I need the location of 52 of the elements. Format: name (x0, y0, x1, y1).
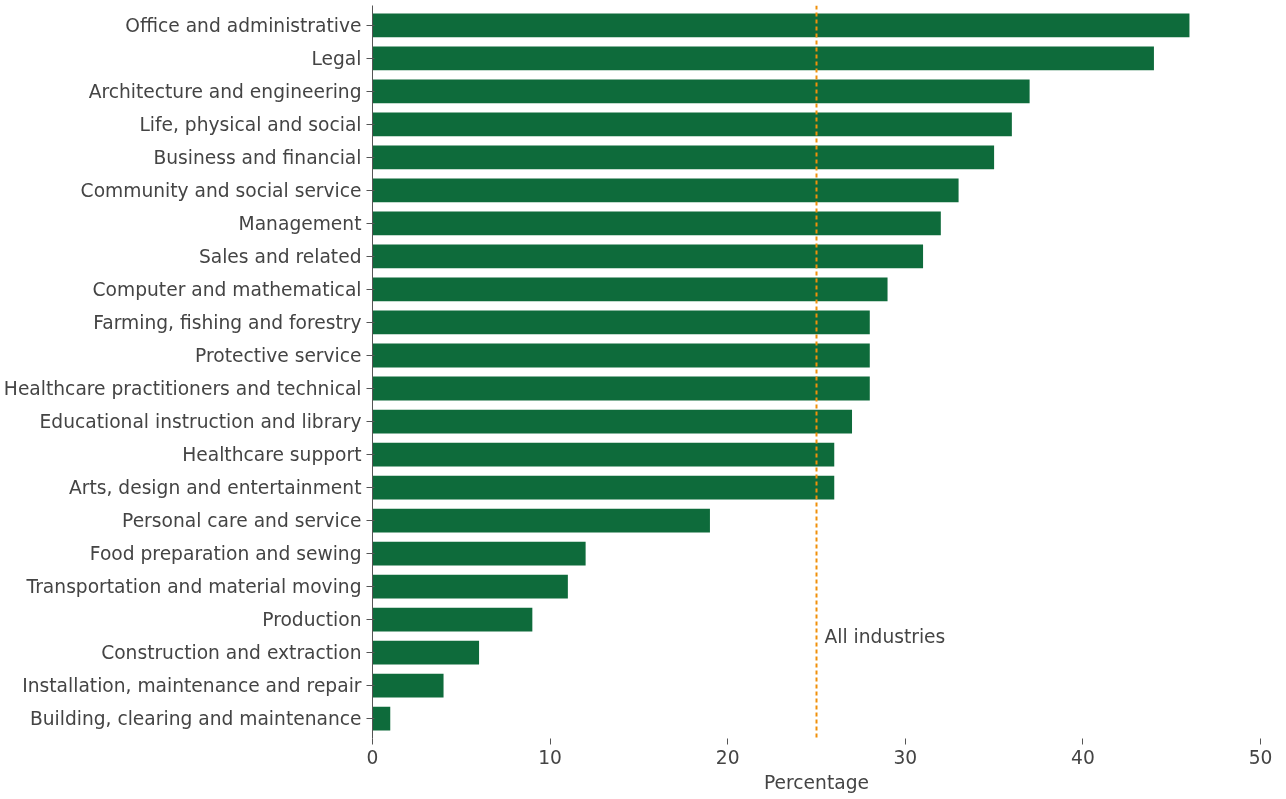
y-tick-label: Personal care and service (122, 510, 362, 532)
y-tick-label: Healthcare practitioners and technical (3, 378, 362, 400)
bar (372, 211, 941, 236)
y-tick-label: Legal (311, 47, 362, 69)
bar (372, 79, 1030, 104)
bar (372, 376, 870, 401)
y-tick-label: Building, clearing and maintenance (29, 708, 362, 730)
y-tick-label: Production (262, 609, 362, 631)
y-tick-label: Construction and extraction (101, 642, 362, 664)
bar (372, 310, 870, 335)
bar (372, 46, 1154, 71)
bar (372, 442, 835, 467)
y-tick-label: Healthcare support (182, 444, 362, 466)
y-tick-label: Farming, fishing and forestry (93, 311, 362, 333)
y-tick-label: Installation, maintenance and repair (22, 675, 362, 697)
x-axis-title: Percentage (764, 771, 869, 793)
x-tick-label: 20 (715, 746, 740, 768)
ref-line-label: All industries (824, 625, 946, 647)
x-tick-label: 40 (1071, 746, 1095, 768)
y-tick-label: Office and administrative (125, 14, 362, 36)
y-tick-label: Business and financial (153, 146, 362, 168)
x-tick-label: 30 (893, 746, 918, 768)
x-tick-label: 10 (538, 746, 562, 768)
y-tick-label: Management (238, 212, 362, 234)
x-tick-label: 50 (1248, 746, 1273, 768)
bar (372, 145, 995, 170)
bar (372, 508, 710, 533)
y-tick-label: Transportation and material moving (25, 576, 362, 598)
bar (372, 607, 533, 632)
x-tick-label: 0 (366, 746, 379, 768)
y-tick-label: Sales and related (198, 245, 362, 267)
bar (372, 178, 959, 203)
bar (372, 244, 924, 269)
y-tick-label: Life, physical and social (139, 113, 362, 135)
bar (372, 112, 1012, 137)
y-tick-label: Community and social service (80, 179, 362, 201)
y-tick-label: Food preparation and sewing (89, 543, 362, 565)
y-tick-label: Architecture and engineering (88, 80, 362, 102)
bar (372, 706, 391, 731)
bar (372, 574, 568, 599)
bar (372, 475, 835, 500)
y-tick-label: Educational instruction and library (39, 411, 362, 433)
bar (372, 343, 870, 368)
bar (372, 541, 586, 566)
bar (372, 640, 480, 665)
y-tick-label: Computer and mathematical (92, 278, 362, 300)
bar (372, 409, 853, 434)
y-tick-label: Arts, design and entertainment (69, 477, 362, 499)
bar (372, 673, 444, 698)
y-tick-label: Protective service (195, 344, 362, 366)
bar (372, 277, 888, 302)
bar (372, 13, 1190, 38)
